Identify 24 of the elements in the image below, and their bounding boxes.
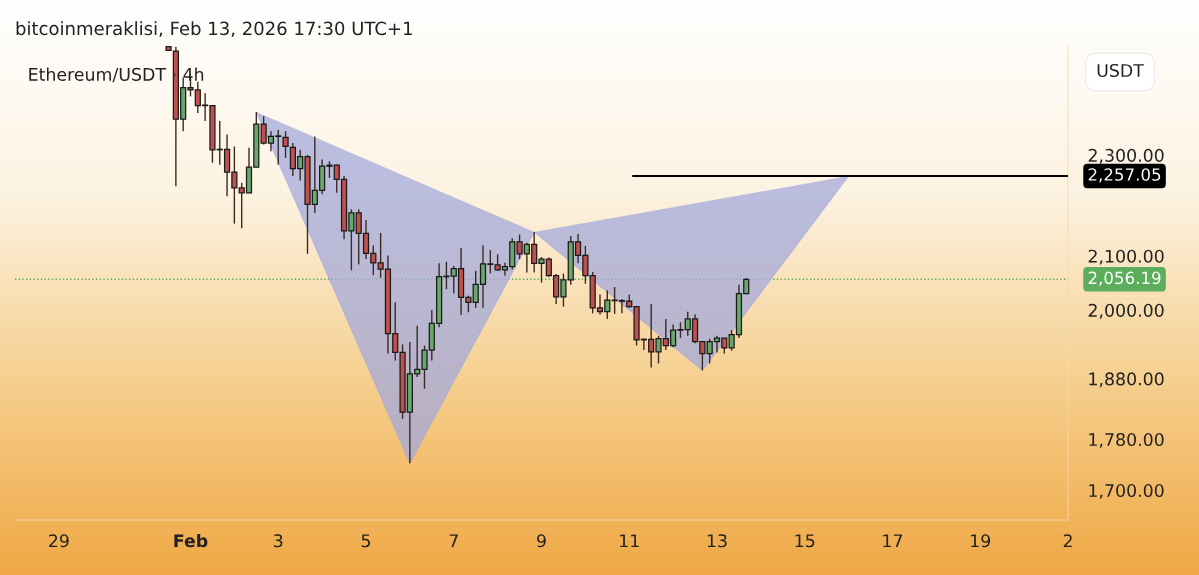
y-tick-label: 2,300.00 [1088,148,1164,164]
y-tick-label: 1,780.00 [1089,432,1164,448]
x-tick-label: 29 [49,534,69,548]
ref-line-label: 2,056.19 [1088,271,1161,286]
x-tick-label: Feb [174,533,208,548]
x-tick-label: 2 [1063,534,1072,548]
x-tick-label: 3 [274,534,283,548]
text: bitcoinmeraklisi, Feb 13, 2026 17:30 UTC+1 [16,21,412,38]
y-axis-title: USDT [1097,63,1144,78]
x-tick-label: 7 [449,534,458,548]
x-tick-label: 9 [537,534,546,548]
x-tick-label: 17 [883,534,903,548]
text: Ethereum/USDT · 4h [29,67,204,83]
y-tick-label: 1,880.00 [1089,372,1164,388]
y-tick-label: 2,000.00 [1088,303,1164,319]
data-label: 2,257.05 [1088,168,1161,183]
x-tick-label: 11 [620,534,639,548]
y-tick-label: 1,700.00 [1089,483,1164,499]
x-tick-label: 15 [795,534,815,548]
candlestick [282,130,289,159]
x-tick-label: 19 [971,534,991,548]
y-tick-label: 2,100.00 [1088,249,1164,265]
x-tick-label: 13 [707,534,727,548]
x-tick-label: 5 [361,534,371,548]
